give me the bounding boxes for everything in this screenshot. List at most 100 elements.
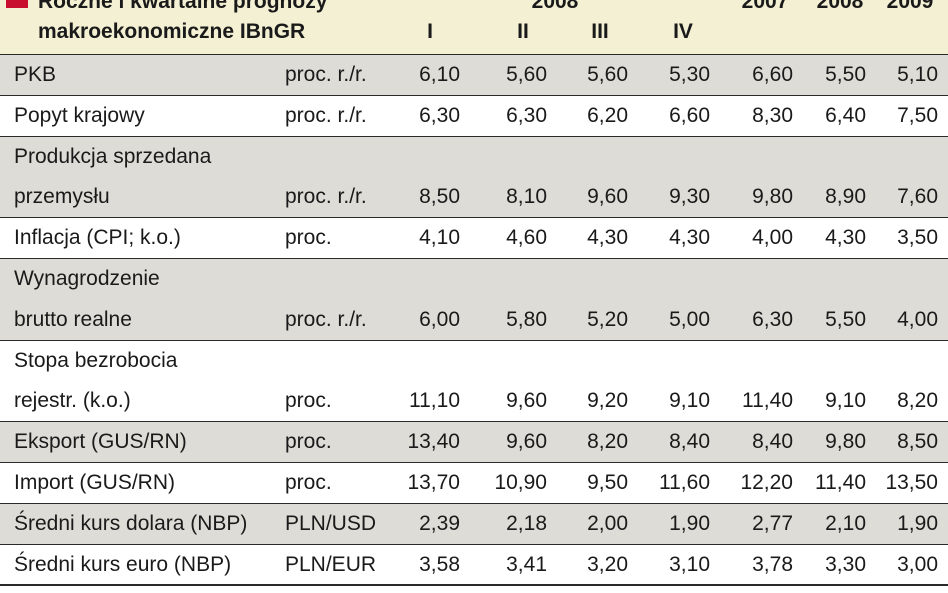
value-cell: 5,80 — [506, 307, 547, 331]
row-unit: proc. — [285, 430, 332, 454]
row-unit: proc. — [285, 471, 332, 494]
value-cell: 5,30 — [669, 63, 710, 86]
value-cell: 8,30 — [752, 103, 793, 127]
row-unit: PLN/USD — [285, 511, 377, 535]
quarter-header: II — [517, 20, 529, 43]
year-group: 2008 — [531, 0, 579, 13]
table-row: PKB proc. r./r. 6,10 5,60 5,60 5,30 6,60 5,50 5,… — [0, 54, 948, 95]
value-cell: 3,20 — [587, 552, 628, 576]
value-cell: 6,30 — [752, 307, 793, 331]
row-unit: proc. — [285, 226, 332, 250]
value-cell: 5,10 — [897, 63, 938, 86]
year-header: 2007 — [741, 0, 789, 13]
value-cell: 13,50 — [885, 471, 938, 494]
value-cell: 11,40 — [815, 471, 866, 494]
table-row: Wynagrodzenie brutto realne proc. r./r. 6,0… — [0, 258, 948, 340]
value-cell: 9,80 — [825, 430, 866, 454]
value-cell: 9,60 — [587, 185, 628, 209]
value-cell: 6,40 — [825, 103, 866, 127]
row-label: Popyt krajowy — [14, 103, 145, 127]
table-row: Eksport (GUS/RN) proc. 13,40 9,60 8,20 8,40 8,… — [0, 421, 948, 462]
value-cell: 7,60 — [897, 185, 938, 209]
value-cell: 5,60 — [587, 63, 628, 86]
row-label: rejestr. (k.o.) — [14, 389, 131, 413]
table-row: Import (GUS/RN) proc. 13,70 10,90 9,50 11,60 1… — [0, 462, 948, 503]
row-label: PKB — [14, 63, 57, 86]
value-cell: 6,60 — [752, 63, 793, 86]
value-cell: 2,77 — [752, 511, 793, 535]
row-unit: PLN/EUR — [285, 552, 377, 576]
year-header: 2008 — [816, 0, 864, 13]
value-cell: 8,40 — [752, 430, 793, 454]
row-label: Import (GUS/RN) — [14, 471, 176, 494]
table-row: Średni kurs euro (NBP) PLN/EUR 3,58 3,41 3,2… — [0, 543, 948, 585]
value-cell: 8,20 — [587, 430, 628, 454]
value-cell: 3,10 — [669, 552, 710, 576]
row-label: Średni kurs euro (NBP) — [14, 552, 232, 576]
value-cell: 4,00 — [897, 307, 938, 331]
title-line: makroekonomiczne IBnGR — [38, 20, 306, 43]
value-cell: 13,70 — [407, 471, 460, 494]
value-cell: 4,30 — [669, 226, 710, 250]
table-row: Średni kurs dolara (NBP) PLN/USD 2,39 2,18 2… — [0, 502, 948, 544]
value-cell: 11,10 — [409, 389, 460, 413]
value-cell: 2,00 — [587, 511, 628, 535]
value-cell: 6,20 — [587, 103, 628, 127]
table-row: Produkcja sprzedana przemysłu proc. r./r. 8… — [0, 135, 948, 218]
value-cell: 6,00 — [419, 307, 460, 331]
value-cell: 3,30 — [825, 552, 866, 576]
value-cell: 3,58 — [419, 552, 460, 576]
row-unit: proc. r./r. — [285, 185, 367, 209]
value-cell: 9,30 — [669, 185, 710, 209]
value-cell: 5,20 — [587, 307, 628, 331]
value-cell: 2,39 — [419, 511, 460, 535]
value-cell: 7,50 — [897, 103, 938, 127]
bottom-rule — [0, 584, 948, 586]
row-label: brutto realne — [14, 307, 132, 331]
value-cell: 3,00 — [897, 552, 938, 576]
header-band — [0, 0, 948, 54]
table-row: Stopa bezrobocia rejestr. (k.o.) proc. 11,1… — [0, 339, 948, 422]
table-row: Popyt krajowy proc. r./r. 6,30 6,30 6,20 6,60… — [0, 94, 948, 136]
value-cell: 3,41 — [506, 552, 547, 576]
row-label: Średni kurs dolara (NBP) — [14, 511, 248, 535]
value-cell: 12,20 — [740, 471, 793, 494]
row-label: Inflacja (CPI; k.o.) — [14, 226, 181, 250]
value-cell: 4,30 — [825, 226, 866, 250]
row-label: Eksport (GUS/RN) — [14, 430, 187, 454]
value-cell: 6,10 — [419, 63, 460, 86]
value-cell: 4,30 — [587, 226, 628, 250]
value-cell: 5,50 — [825, 307, 866, 331]
value-cell: 9,50 — [587, 471, 628, 494]
quarter-header: IV — [673, 20, 693, 43]
row-label: Stopa bezrobocia — [14, 348, 178, 372]
value-cell: 2,10 — [825, 511, 866, 535]
row-unit: proc. r./r. — [285, 307, 367, 331]
row-label: Wynagrodzenie — [14, 267, 160, 290]
value-cell: 1,90 — [669, 511, 710, 535]
value-cell: 6,30 — [506, 103, 547, 127]
value-cell: 8,50 — [419, 185, 460, 209]
value-cell: 3,50 — [897, 226, 938, 250]
value-cell: 11,40 — [742, 389, 793, 413]
value-cell: 10,90 — [494, 471, 547, 494]
value-cell: 8,10 — [506, 185, 547, 209]
value-cell: 9,10 — [669, 389, 710, 413]
value-cell: 4,10 — [419, 226, 460, 250]
value-cell: 9,20 — [587, 389, 628, 413]
value-cell: 9,10 — [825, 389, 866, 413]
row-label: przemysłu — [14, 185, 110, 209]
value-cell: 2,18 — [506, 511, 547, 535]
value-cell: 1,90 — [897, 511, 938, 535]
quarter-header: III — [591, 20, 609, 43]
year-header: 2009 — [886, 0, 934, 13]
row-unit: proc. r./r. — [285, 103, 367, 127]
value-cell: 4,60 — [506, 226, 547, 250]
value-cell: 6,30 — [419, 103, 460, 127]
value-cell: 8,90 — [825, 185, 866, 209]
quarter-header: I — [427, 20, 433, 43]
value-cell: 9,60 — [506, 430, 547, 454]
header-marker — [6, 0, 28, 8]
value-cell: 6,60 — [669, 103, 710, 127]
